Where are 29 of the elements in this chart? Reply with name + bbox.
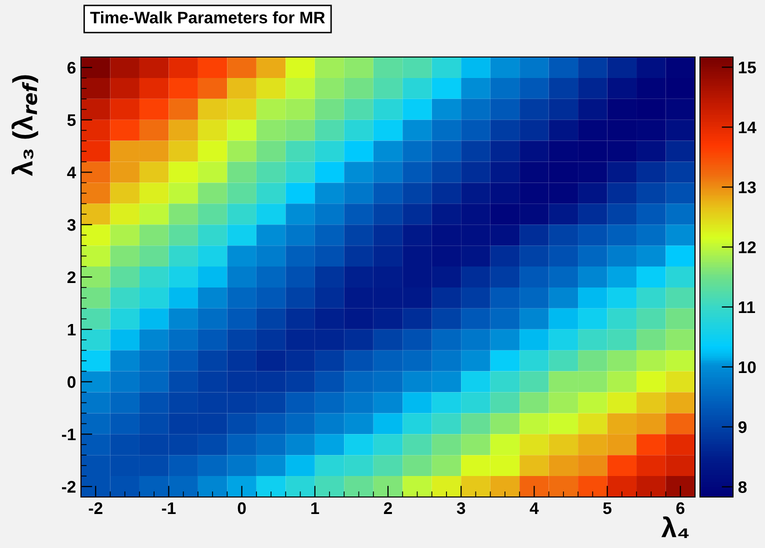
color-bar-label: 8 bbox=[738, 481, 747, 494]
x-tick-label: 2 bbox=[384, 502, 392, 514]
x-tick-label: -1 bbox=[162, 502, 176, 514]
y-tick-label: 1 bbox=[68, 324, 76, 336]
color-bar-label: 11 bbox=[738, 302, 756, 314]
y-tick-label: 2 bbox=[67, 271, 76, 284]
x-tick-label: 3 bbox=[456, 502, 466, 514]
color-bar-label: 12 bbox=[738, 241, 756, 254]
color-bar-label: 15 bbox=[738, 62, 756, 74]
y-axis-title: λ₃ (λ$_{ref}$) bbox=[12, 75, 38, 176]
color-bar-label: 13 bbox=[738, 181, 756, 194]
x-tick-label: 1 bbox=[311, 502, 320, 514]
y-tick-label: 5 bbox=[67, 114, 76, 126]
color-bar-label: 9 bbox=[738, 421, 747, 434]
color-bar-label: 14 bbox=[738, 122, 756, 134]
y-tick-label: 3 bbox=[67, 219, 76, 231]
x-tick-label: 5 bbox=[603, 502, 612, 514]
x-tick-label: 0 bbox=[238, 502, 246, 514]
y-tick-label: 0 bbox=[68, 376, 76, 388]
y-tick-label: -2 bbox=[62, 480, 76, 493]
x-tick-label: 6 bbox=[676, 502, 684, 514]
x-tick-label: -2 bbox=[88, 502, 102, 514]
x-tick-label: 4 bbox=[530, 502, 539, 514]
y-tick-label: 6 bbox=[67, 62, 76, 74]
x-axis-title: λ₄ bbox=[661, 516, 689, 538]
y-tick-label: -1 bbox=[62, 428, 76, 440]
color-bar-label: 10 bbox=[738, 361, 756, 374]
y-tick-label: 4 bbox=[67, 166, 76, 178]
chart-title: Time-Walk Parameters for MR bbox=[90, 11, 325, 24]
